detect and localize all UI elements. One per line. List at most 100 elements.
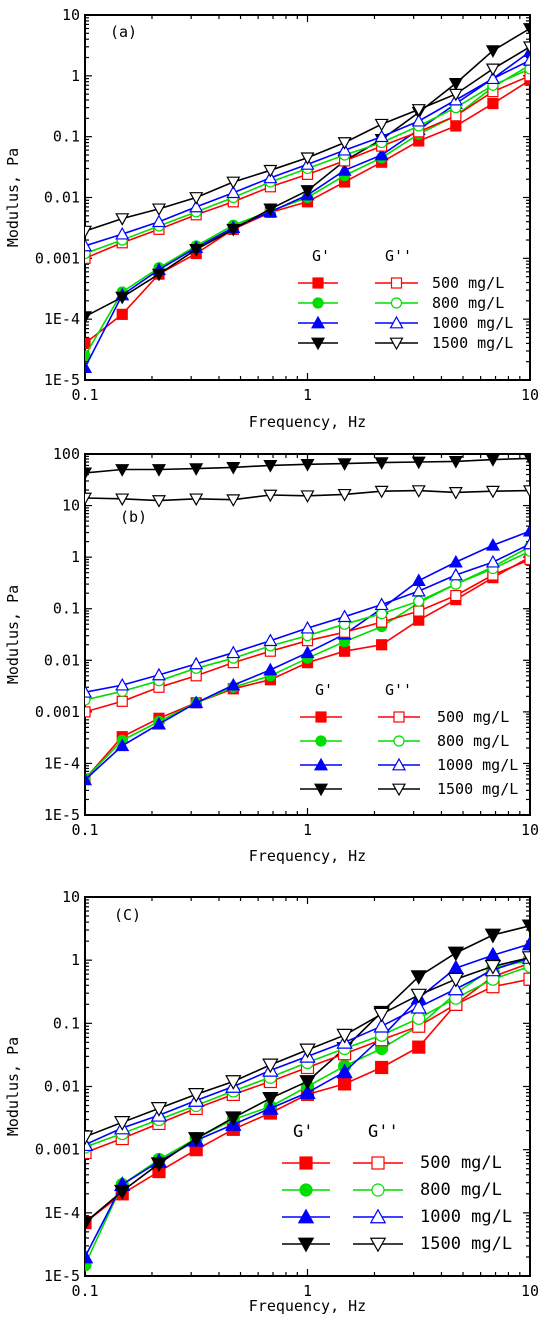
- legend-marker: [393, 711, 405, 723]
- data-point: [448, 88, 463, 102]
- y-tick-label: 1E-5: [44, 806, 80, 824]
- legend-marker: [390, 297, 403, 309]
- series-gp-1500-mgL: [85, 454, 530, 481]
- x-tick-label: 10: [521, 1282, 539, 1300]
- data-point: [151, 495, 166, 508]
- legend-marker: [389, 337, 404, 351]
- legend-label: 800 mg/L: [420, 1180, 502, 1200]
- data-point: [226, 645, 241, 659]
- data-point: [412, 1011, 426, 1025]
- y-tick-label: 1: [71, 67, 80, 85]
- data-point: [485, 485, 500, 499]
- series-group: [85, 454, 530, 786]
- panel-label: (b): [120, 508, 147, 526]
- data-point: [411, 583, 426, 597]
- series-gpp-1500-mgL: [85, 485, 530, 508]
- data-point: [263, 489, 278, 503]
- data-point: [337, 488, 352, 502]
- data-point: [151, 716, 166, 730]
- y-tick-label: 1E-4: [44, 310, 80, 328]
- legend-label: 1000 mg/L: [420, 1207, 512, 1227]
- legend-label: 800 mg/L: [432, 294, 504, 312]
- y-tick-label: 1E-5: [44, 371, 80, 389]
- data-point: [115, 738, 130, 752]
- y-tick-label: 10: [62, 888, 80, 906]
- data-point: [447, 972, 465, 988]
- y-tick-label: 10: [62, 6, 80, 24]
- data-point: [485, 538, 500, 551]
- data-point: [115, 677, 130, 691]
- data-point: [411, 485, 426, 498]
- data-point: [485, 45, 500, 58]
- data-point: [189, 192, 204, 205]
- data-point: [450, 589, 462, 602]
- data-point: [263, 633, 278, 647]
- data-point: [337, 609, 352, 623]
- data-point: [85, 772, 93, 786]
- data-point: [336, 1028, 353, 1044]
- chart-panel-1: 0.1 1 10 1E-5 1E-4 0.001 0.01 0.1 1 10 Frequency, …: [4, 6, 539, 431]
- data-point: [485, 63, 500, 77]
- series-line: [85, 925, 530, 1224]
- data-point: [413, 605, 425, 617]
- data-point: [522, 523, 530, 537]
- data-point: [115, 493, 130, 507]
- data-point: [226, 223, 241, 237]
- data-point: [376, 639, 388, 651]
- chart-panel-2: 0.1 1 10 1E-5 1E-4 0.001 0.01 0.1 1 10 100 Frequenc…: [4, 445, 539, 865]
- data-point: [522, 485, 530, 498]
- data-point: [85, 492, 93, 506]
- data-point: [410, 970, 427, 986]
- data-point: [375, 1060, 389, 1075]
- data-point: [115, 464, 130, 477]
- series-gp-1000-mgL: [85, 523, 530, 786]
- legend-marker: [310, 315, 326, 329]
- data-point: [376, 608, 388, 620]
- data-point: [485, 71, 500, 85]
- data-point: [374, 597, 389, 611]
- data-point: [338, 645, 351, 657]
- data-point: [373, 1007, 390, 1023]
- data-point: [374, 129, 389, 143]
- legend-marker: [371, 1156, 385, 1170]
- legend-marker: [299, 1183, 313, 1197]
- data-point: [374, 457, 389, 470]
- data-point: [410, 998, 427, 1014]
- data-point: [85, 1216, 94, 1232]
- data-point: [226, 176, 241, 190]
- legend-marker: [315, 735, 327, 747]
- data-point: [522, 536, 530, 550]
- data-point: [448, 554, 463, 568]
- legend-marker: [390, 277, 403, 289]
- data-point: [413, 595, 425, 607]
- data-point: [300, 458, 315, 472]
- data-point: [337, 137, 352, 150]
- y-tick-label: 1: [71, 548, 80, 566]
- series-gpp-1000-mgL: [85, 536, 530, 698]
- legend-marker: [391, 757, 407, 771]
- y-tick-label: 10: [62, 497, 80, 515]
- legend-label: 1000 mg/L: [432, 314, 513, 332]
- legend-marker: [312, 277, 324, 289]
- data-point: [189, 493, 204, 507]
- data-point: [85, 337, 91, 349]
- legend-label: 500 mg/L: [420, 1153, 502, 1173]
- legend-header-gpp: G'': [368, 1122, 399, 1142]
- legend: G' G'' 500 mg/L 800 mg/L 1000 mg/L 1500 mg/L: [300, 681, 518, 798]
- series-line: [85, 543, 530, 693]
- data-point: [521, 935, 530, 951]
- data-point: [151, 214, 166, 228]
- data-point: [374, 147, 389, 161]
- data-point: [484, 928, 502, 944]
- x-axis-title: Frequency, Hz: [249, 1297, 366, 1315]
- data-point: [85, 238, 93, 252]
- data-point: [151, 667, 166, 681]
- legend-label: 1000 mg/L: [437, 756, 518, 774]
- data-point: [448, 567, 463, 581]
- legend-marker: [391, 783, 407, 797]
- legend-header-gpp: G'': [385, 681, 412, 699]
- data-point: [337, 163, 352, 176]
- x-axis-title: Frequency, Hz: [249, 413, 366, 431]
- legend-marker: [393, 735, 405, 747]
